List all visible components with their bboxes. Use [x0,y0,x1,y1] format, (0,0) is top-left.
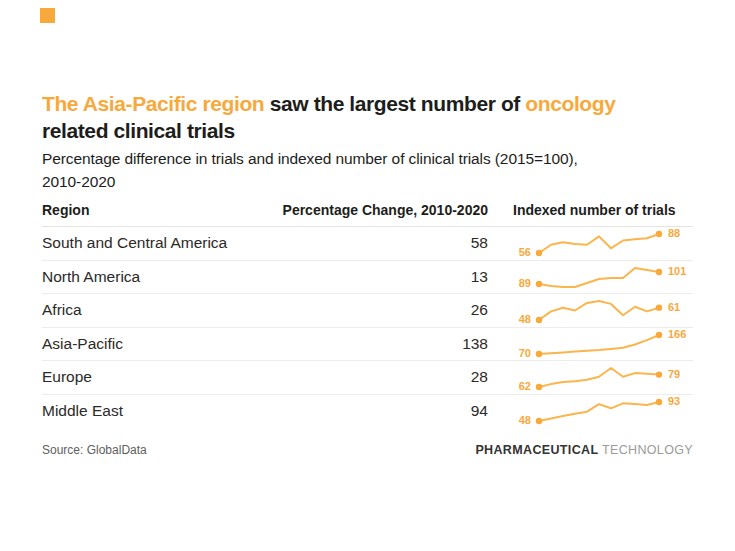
sparkline-end-label: 93 [668,395,680,408]
sparkline-endpoint-dot [536,281,542,287]
sparkline-end-label: 61 [668,301,680,314]
sparkline: 62 79 [513,362,689,392]
pct-change-cell: 28 [242,368,488,386]
header-indexed-trials: Indexed number of trials [488,202,693,218]
sparkline-start-label: 62 [513,380,531,393]
sparkline-svg [534,362,664,392]
sparkline-end-label: 101 [668,265,686,278]
table-row: Europe 28 62 79 [42,361,693,395]
table-row: Africa 26 48 61 [42,294,693,328]
title-highlight-oncology: oncology [525,92,615,115]
region-cell: Middle East [42,402,242,420]
footer: Source: GlobalData PHARMACEUTICAL TECHNO… [42,443,693,457]
table-row: South and Central America 58 56 88 [42,227,693,261]
sparkline: 89 101 [513,262,689,292]
pct-change-cell: 13 [242,268,488,286]
region-cell: Europe [42,368,242,386]
sparkline-svg [534,262,664,292]
sparkline-endpoint-dot [656,269,662,275]
indexed-trials-cell: 56 88 [488,228,693,258]
region-cell: South and Central America [42,234,242,252]
pct-change-cell: 26 [242,301,488,319]
publisher-logo-light: TECHNOLOGY [602,443,693,457]
sparkline-endpoint-dot [656,399,662,405]
sparkline-endpoint-dot [656,372,662,378]
sparkline: 48 93 [513,396,689,426]
sparkline-svg [534,329,664,359]
header-pct-change: Percentage Change, 2010-2020 [242,202,488,218]
sparkline: 70 166 [513,329,689,359]
sparkline-svg [534,295,664,325]
infographic-page: The Asia-Pacific region saw the largest … [0,0,735,551]
sparkline-end-label: 79 [668,368,680,381]
table-header-row: Region Percentage Change, 2010-2020 Inde… [42,202,693,227]
table-row: North America 13 89 101 [42,261,693,295]
sparkline-endpoint-dot [536,351,542,357]
sparkline-endpoint-dot [536,384,542,390]
pct-change-cell: 94 [242,402,488,420]
sparkline-start-label: 70 [513,347,531,360]
header-region: Region [42,202,242,218]
sparkline: 56 88 [513,228,689,258]
sparkline-endpoint-dot [656,231,662,237]
sparkline-endpoint-dot [536,418,542,424]
sparkline-svg [534,396,664,426]
source-credit: Source: GlobalData [42,443,147,457]
sparkline-endpoint-dot [656,305,662,311]
sparkline-start-label: 89 [513,277,531,290]
table-row: Asia-Pacific 138 70 166 [42,328,693,362]
sparkline-start-label: 56 [513,246,531,259]
chart-title-line1: The Asia-Pacific region saw the largest … [42,90,702,117]
region-cell: North America [42,268,242,286]
sparkline-start-label: 48 [513,313,531,326]
title-highlight-asia-pacific: The Asia-Pacific region [42,92,264,115]
chart-subtitle: Percentage difference in trials and inde… [42,147,682,193]
chart-subtitle-line2: 2010-2020 [42,170,682,193]
sparkline: 48 61 [513,295,689,325]
sparkline-endpoint-dot [536,317,542,323]
indexed-trials-cell: 48 61 [488,295,693,325]
chart-title-line2: related clinical trials [42,117,702,144]
publisher-logo: PHARMACEUTICAL TECHNOLOGY [475,443,693,457]
sparkline-endpoint-dot [656,332,662,338]
chart-subtitle-line1: Percentage difference in trials and inde… [42,147,682,170]
region-cell: Africa [42,301,242,319]
sparkline-endpoint-dot [536,250,542,256]
publisher-logo-bold: PHARMACEUTICAL [475,443,598,457]
sparkline-end-label: 166 [668,328,686,341]
accent-square-logo [40,8,55,23]
indexed-trials-cell: 89 101 [488,262,693,292]
table-row: Middle East 94 48 93 [42,395,693,429]
indexed-trials-cell: 62 79 [488,362,693,392]
pct-change-cell: 138 [242,335,488,353]
indexed-trials-cell: 48 93 [488,396,693,426]
chart-title: The Asia-Pacific region saw the largest … [42,90,702,144]
pct-change-cell: 58 [242,234,488,252]
sparkline-svg [534,228,664,258]
title-middle-text: saw the largest number of [264,92,525,115]
data-table: Region Percentage Change, 2010-2020 Inde… [42,202,693,428]
sparkline-start-label: 48 [513,414,531,427]
region-cell: Asia-Pacific [42,335,242,353]
sparkline-end-label: 88 [668,227,680,240]
table-body: South and Central America 58 56 88 North … [42,227,693,428]
indexed-trials-cell: 70 166 [488,329,693,359]
